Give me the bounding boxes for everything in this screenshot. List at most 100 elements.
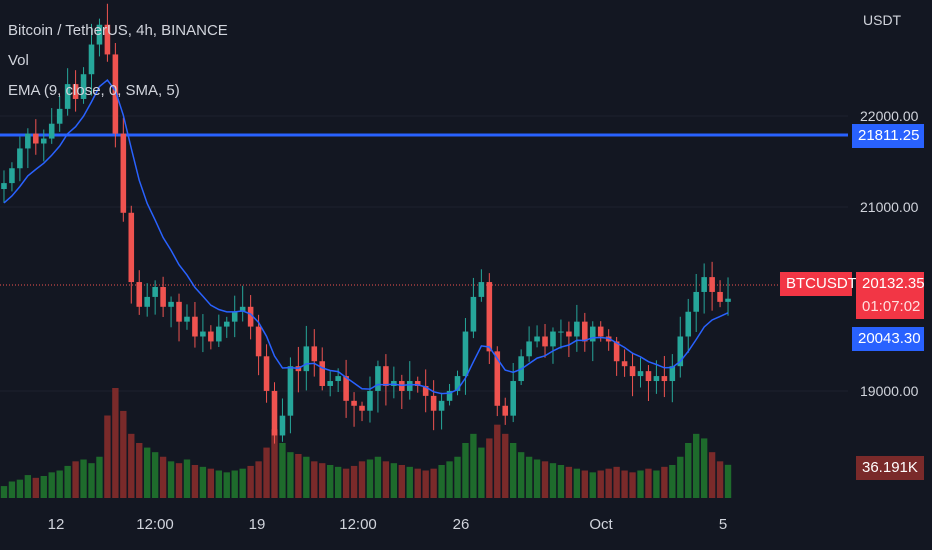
candle-body xyxy=(589,326,596,342)
candle-body xyxy=(486,282,493,352)
candle-body xyxy=(582,321,588,342)
volume-bar xyxy=(24,475,32,498)
volume-bar xyxy=(486,438,493,498)
candle-body xyxy=(550,331,556,347)
hline-price-tag[interactable]: 21811.25 xyxy=(852,124,924,148)
volume-bar xyxy=(382,461,390,498)
volume-bar xyxy=(454,456,461,498)
candle-body xyxy=(470,296,477,332)
volume-bar xyxy=(517,452,525,498)
candle-body xyxy=(502,405,509,416)
volume-legend[interactable]: Vol xyxy=(8,52,29,69)
candle-body xyxy=(645,371,652,382)
candle-body xyxy=(414,381,421,386)
price-tick-22000: 22000.00 xyxy=(860,108,919,124)
candle-body xyxy=(40,138,47,144)
candle-body xyxy=(462,331,469,377)
symbol-legend[interactable]: Bitcoin / TetherUS, 4h, BINANCE xyxy=(8,22,228,39)
candle-body xyxy=(613,341,620,362)
volume-bar xyxy=(279,443,286,498)
volume-bar xyxy=(207,468,215,498)
volume-bar xyxy=(48,472,55,498)
time-tick-12-00-a: 12:00 xyxy=(136,516,174,533)
candle-body xyxy=(33,133,39,144)
candle-body xyxy=(542,336,548,347)
time-tick-oct: Oct xyxy=(589,516,613,533)
candle-body xyxy=(343,376,349,401)
candle-body xyxy=(685,311,692,337)
candle-body xyxy=(112,54,119,134)
candle-body xyxy=(383,366,389,386)
volume-bar xyxy=(88,463,95,498)
candle-body xyxy=(136,282,143,307)
volume-bar xyxy=(159,456,167,498)
volume-bar xyxy=(231,470,238,498)
volume-bar xyxy=(573,468,581,498)
volume-bar xyxy=(80,459,87,498)
symbol-tag: BTCUSDT xyxy=(780,272,857,296)
candle-body xyxy=(637,371,644,377)
volume-bar xyxy=(120,410,127,498)
volume-bar xyxy=(136,443,143,498)
volume-bar xyxy=(311,461,318,498)
volume-bar xyxy=(271,429,278,498)
volume-bar xyxy=(557,465,565,498)
candle-body xyxy=(319,361,326,386)
volume-bar xyxy=(151,452,159,498)
volume-bar xyxy=(398,465,405,498)
volume-bar xyxy=(255,461,262,498)
candle-body xyxy=(574,321,580,337)
candle-body xyxy=(478,282,485,297)
candle-body xyxy=(231,311,238,322)
volume-value-tag: 36.191K xyxy=(856,456,924,480)
volume-bar xyxy=(366,459,374,498)
candle-body xyxy=(558,331,564,333)
time-tick-12: 12 xyxy=(47,516,65,533)
candle-body xyxy=(64,84,71,109)
volume-bar xyxy=(629,472,636,498)
volume-bar xyxy=(645,468,652,498)
volume-bar xyxy=(104,415,111,498)
candle-body xyxy=(271,390,278,436)
candle-body xyxy=(96,24,103,45)
volume-bar xyxy=(295,454,302,498)
candle-body xyxy=(335,376,341,382)
candle-body xyxy=(717,291,723,302)
candle-body xyxy=(621,361,628,367)
volume-bar xyxy=(414,468,421,498)
ema-legend[interactable]: EMA (9, close, 0, SMA, 5) xyxy=(8,82,180,99)
candle-body xyxy=(176,301,182,322)
last-price-tag: 20132.35 xyxy=(856,272,925,296)
volume-bar xyxy=(247,465,254,498)
volume-bar xyxy=(700,438,708,498)
volume-bars xyxy=(0,388,732,498)
candle-body xyxy=(566,331,572,337)
volume-bar xyxy=(56,470,63,498)
candle-body xyxy=(72,84,79,99)
volume-bar xyxy=(239,468,246,498)
candle-body xyxy=(677,336,684,367)
volume-bar xyxy=(462,443,469,498)
price-tick-19000: 19000.00 xyxy=(860,383,919,399)
candle-body xyxy=(120,133,127,213)
volume-bar xyxy=(112,388,119,498)
volume-bar xyxy=(0,486,8,498)
volume-bar xyxy=(167,461,175,498)
candle-body xyxy=(192,316,198,337)
volume-bar xyxy=(637,470,644,498)
chart-grid xyxy=(0,115,848,392)
candle-body xyxy=(597,326,604,337)
volume-bar xyxy=(128,433,135,498)
candle-body xyxy=(311,346,318,362)
candle-body xyxy=(263,356,270,391)
volume-bar xyxy=(541,461,549,498)
volume-bar xyxy=(8,481,16,498)
volume-bar xyxy=(605,468,612,498)
candle-body xyxy=(351,400,357,406)
volume-bar xyxy=(565,466,573,498)
volume-bar xyxy=(191,465,199,498)
volume-bar xyxy=(549,463,557,498)
candle-body xyxy=(152,287,158,297)
candle-body xyxy=(128,212,135,283)
